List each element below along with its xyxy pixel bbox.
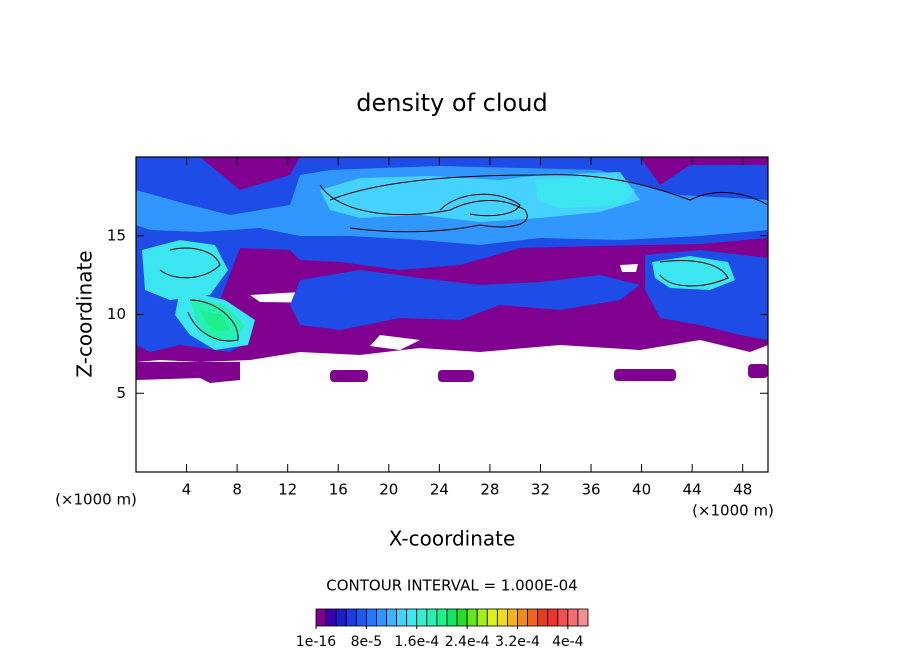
- colorbar-swatch: [476, 608, 488, 627]
- colorbar-swatch: [567, 608, 579, 627]
- x-tick-label: 28: [480, 481, 499, 499]
- colorbar-swatch: [355, 608, 367, 627]
- x-unit: (×1000 m): [692, 502, 774, 520]
- colorbar-swatch: [547, 608, 559, 627]
- x-tick-label: 24: [430, 481, 449, 499]
- colorbar-swatch: [406, 608, 418, 627]
- colorbar-swatch: [537, 608, 549, 627]
- colorbar-swatch: [426, 608, 438, 627]
- x-tick-label: 8: [232, 481, 242, 499]
- colorbar-swatch: [446, 608, 458, 627]
- y-axis-label: Z-coordinate: [73, 250, 97, 377]
- colorbar-swatch: [345, 608, 357, 627]
- colorbar-tick-label: 2.4e-4: [445, 634, 490, 650]
- contour-interval: CONTOUR INTERVAL = 1.000E-04: [326, 577, 577, 595]
- chart-title: density of cloud: [356, 89, 547, 117]
- colorbar-swatch: [507, 608, 518, 627]
- colorbar-swatch: [577, 608, 589, 627]
- colorbar-swatch: [527, 608, 539, 627]
- colorbar-swatch: [386, 608, 397, 627]
- x-tick-label: 48: [733, 481, 752, 499]
- x-tick-label: 12: [278, 481, 297, 499]
- colorbar-tick-label: 8e-5: [351, 634, 382, 650]
- y-tick-label: 10: [107, 305, 126, 323]
- x-tick-label: 36: [581, 481, 600, 499]
- y-unit: (×1000 m): [55, 491, 137, 509]
- colorbar-swatch: [396, 608, 408, 627]
- colorbar-swatch: [325, 608, 337, 627]
- colorbar-swatch: [486, 608, 498, 627]
- colorbar-tick-label: 1e-16: [296, 634, 336, 650]
- colorbar-swatch: [365, 608, 377, 627]
- y-tick-label: 15: [107, 226, 126, 244]
- y-tick-label: 5: [116, 384, 126, 402]
- colorbar-swatch: [557, 608, 569, 627]
- colorbar-swatch: [335, 608, 347, 627]
- colorbar-tick-label: 1.6e-4: [394, 634, 439, 650]
- colorbar-tick-label: 3.2e-4: [495, 634, 540, 650]
- colorbar-swatch: [517, 608, 528, 627]
- colorbar-swatch: [456, 608, 468, 627]
- colorbar: 1e-16 8e-5 1.6e-4 2.4e-4 3.2e-4 4e-4: [296, 608, 589, 650]
- contour-field: [136, 157, 769, 383]
- colorbar-swatch: [466, 608, 478, 627]
- colorbar-swatch: [416, 608, 428, 627]
- x-tick-label: 40: [632, 481, 651, 499]
- colorbar-swatch: [496, 608, 508, 627]
- x-tick-label: 32: [531, 481, 550, 499]
- x-axis-label: X-coordinate: [389, 527, 516, 551]
- x-tick-label: 44: [683, 481, 702, 499]
- colorbar-swatch: [436, 608, 448, 627]
- x-tick-label: 4: [182, 481, 192, 499]
- x-tick-label: 16: [329, 481, 348, 499]
- colorbar-tick-label: 4e-4: [552, 634, 584, 650]
- colorbar-swatch: [376, 608, 387, 627]
- colorbar-swatch: [315, 608, 327, 627]
- x-tick-label: 20: [379, 481, 398, 499]
